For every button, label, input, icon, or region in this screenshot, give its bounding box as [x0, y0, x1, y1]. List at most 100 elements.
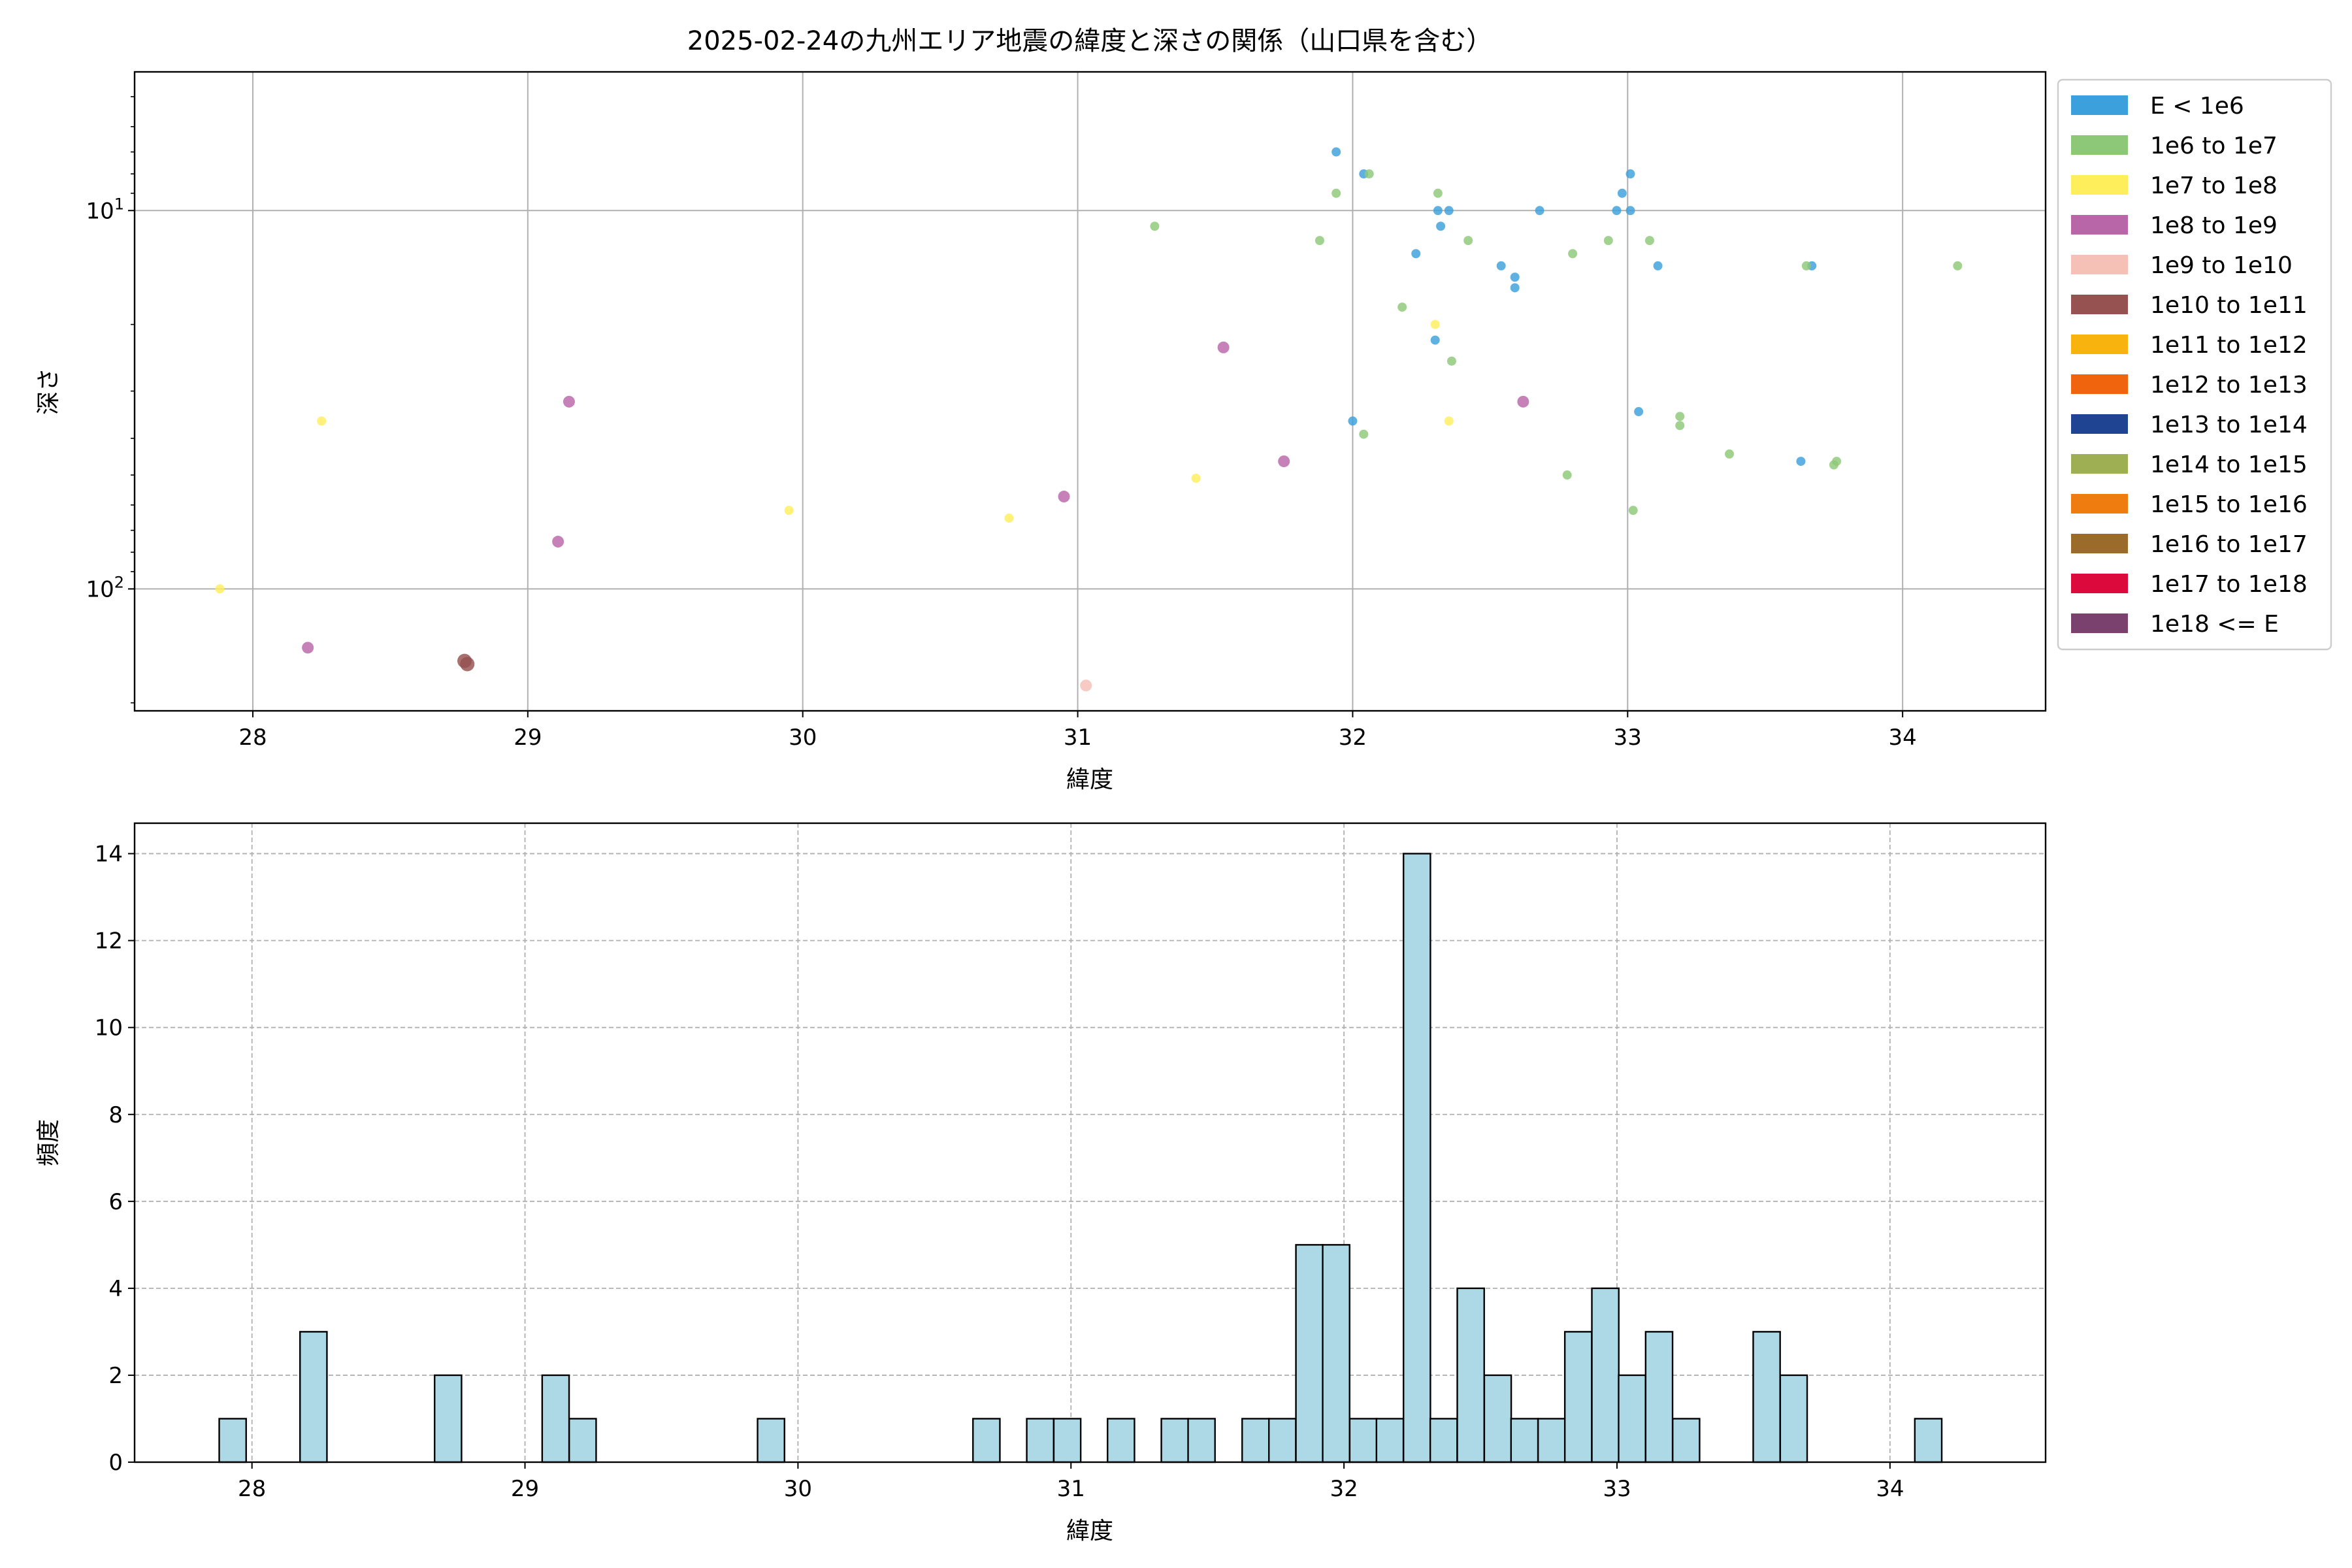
- hist-bar: [299, 1331, 328, 1463]
- legend-swatch: [2071, 534, 2128, 553]
- hist-plot-frame: [133, 822, 2047, 1463]
- legend-swatch: [2071, 215, 2128, 235]
- scatter-point: [1496, 261, 1506, 270]
- scatter-point: [1725, 449, 1735, 459]
- hist-y-tick-label: 14: [95, 841, 123, 868]
- legend-swatch: [2071, 494, 2128, 514]
- scatter-point: [1364, 169, 1374, 179]
- scatter-point: [1625, 169, 1635, 179]
- scatter-axes: 28 29 30 31 32 33 34 101 102: [86, 96, 1917, 751]
- scatter-point: [1331, 147, 1341, 157]
- legend-entry-label: 1e11 to 1e12: [2150, 332, 2308, 359]
- hist-bar: [1456, 1287, 1485, 1463]
- hist-bar: [1322, 1244, 1350, 1463]
- scatter-point: [1191, 474, 1201, 483]
- legend-swatch: [2071, 175, 2128, 195]
- scatter-x-tick-label: 32: [1339, 725, 1367, 751]
- legend-swatch: [2071, 454, 2128, 474]
- scatter-point: [563, 395, 575, 408]
- hist-bar: [1618, 1374, 1646, 1463]
- scatter-point: [1796, 457, 1806, 466]
- scatter-point: [460, 657, 475, 672]
- legend-entry-label: 1e7 to 1e8: [2150, 172, 2278, 199]
- scatter-point: [784, 506, 794, 515]
- scatter-point: [1433, 188, 1443, 198]
- scatter-point: [1430, 335, 1440, 345]
- hist-x-axis-label: 緯度: [1066, 1518, 1113, 1544]
- hist-bar: [1241, 1418, 1270, 1463]
- scatter-point: [1446, 356, 1456, 366]
- hist-bar: [1348, 1418, 1378, 1463]
- hist-x-tick-label: 28: [238, 1476, 266, 1502]
- scatter-point: [317, 416, 327, 426]
- scatter-point: [1359, 429, 1369, 439]
- scatter-point: [1510, 283, 1520, 293]
- legend: E < 1e6 1e6 to 1e7 1e7 to 1e8 1e8 to 1e9 1e9…: [2057, 78, 2332, 651]
- hist-bar: [1591, 1287, 1620, 1463]
- hist-bar: [1752, 1331, 1781, 1463]
- hist-x-tick-label: 30: [784, 1476, 812, 1502]
- hist-bar: [972, 1418, 1001, 1463]
- legend-swatch: [2071, 574, 2128, 593]
- legend-swatch: [2071, 255, 2128, 274]
- hist-y-tick-label: 12: [95, 928, 123, 955]
- scatter-point: [1058, 491, 1070, 503]
- hist-y-axis-label: 頻度: [35, 1119, 62, 1166]
- scatter-point: [1433, 206, 1443, 216]
- hist-bar: [1537, 1418, 1566, 1463]
- hist-bar: [541, 1374, 570, 1463]
- scatter-x-tick-label: 33: [1614, 725, 1642, 751]
- legend-frame: [2057, 78, 2332, 651]
- hist-bar: [1402, 853, 1431, 1463]
- scatter-point: [1675, 421, 1685, 431]
- scatter-grid: [135, 72, 2046, 711]
- scatter-point: [1634, 407, 1644, 417]
- hist-bar: [1644, 1331, 1674, 1463]
- scatter-x-tick-label: 31: [1064, 725, 1092, 751]
- scatter-point: [552, 536, 564, 548]
- scatter-point: [1510, 272, 1520, 282]
- hist-bar: [1026, 1418, 1054, 1463]
- hist-bar: [1429, 1418, 1458, 1463]
- hist-x-tick-label: 34: [1876, 1476, 1904, 1502]
- scatter-point: [1644, 236, 1654, 246]
- scatter-point: [1617, 188, 1627, 198]
- scatter-point: [1612, 206, 1622, 216]
- scatter-point: [1628, 506, 1638, 515]
- scatter-y-tick-label: 101: [86, 195, 124, 224]
- legend-entry-label: 1e15 to 1e16: [2150, 491, 2308, 518]
- hist-bar: [1295, 1244, 1324, 1463]
- scatter-point: [1080, 679, 1092, 692]
- hist-bar: [1187, 1418, 1216, 1463]
- hist-bar: [1779, 1374, 1808, 1463]
- legend-entry-label: E < 1e6: [2150, 93, 2244, 120]
- hist-bar: [1483, 1374, 1512, 1463]
- legend-items: E < 1e6 1e6 to 1e7 1e7 to 1e8 1e8 to 1e9 1e9…: [2071, 93, 2308, 638]
- scatter-point: [1348, 416, 1358, 426]
- hist-bar: [1160, 1418, 1189, 1463]
- legend-swatch: [2071, 95, 2128, 115]
- hist-bar: [568, 1418, 597, 1463]
- hist-x-tick-label: 32: [1330, 1476, 1358, 1502]
- hist-y-tick-label: 2: [108, 1363, 123, 1389]
- hist-bar: [1672, 1418, 1701, 1463]
- scatter-point: [1675, 412, 1685, 421]
- hist-bar: [1914, 1418, 1943, 1463]
- scatter-point: [1535, 206, 1544, 216]
- scatter-points: [215, 147, 1963, 692]
- legend-entry-label: 1e17 to 1e18: [2150, 571, 2308, 598]
- scatter-point: [1315, 236, 1324, 246]
- legend-entry-label: 1e8 to 1e9: [2150, 212, 2278, 239]
- scatter-point: [1444, 206, 1454, 216]
- scatter-x-tick-label: 30: [789, 725, 817, 751]
- hist-x-tick-label: 31: [1057, 1476, 1085, 1502]
- hist-y-tick-label: 8: [108, 1102, 123, 1128]
- hist-bar: [1053, 1418, 1082, 1463]
- scatter-point: [215, 584, 225, 594]
- hist-y-tick-label: 10: [95, 1015, 123, 1041]
- scatter-point: [302, 642, 314, 654]
- legend-entry-label: 1e12 to 1e13: [2150, 372, 2308, 399]
- scatter-point: [1004, 514, 1014, 523]
